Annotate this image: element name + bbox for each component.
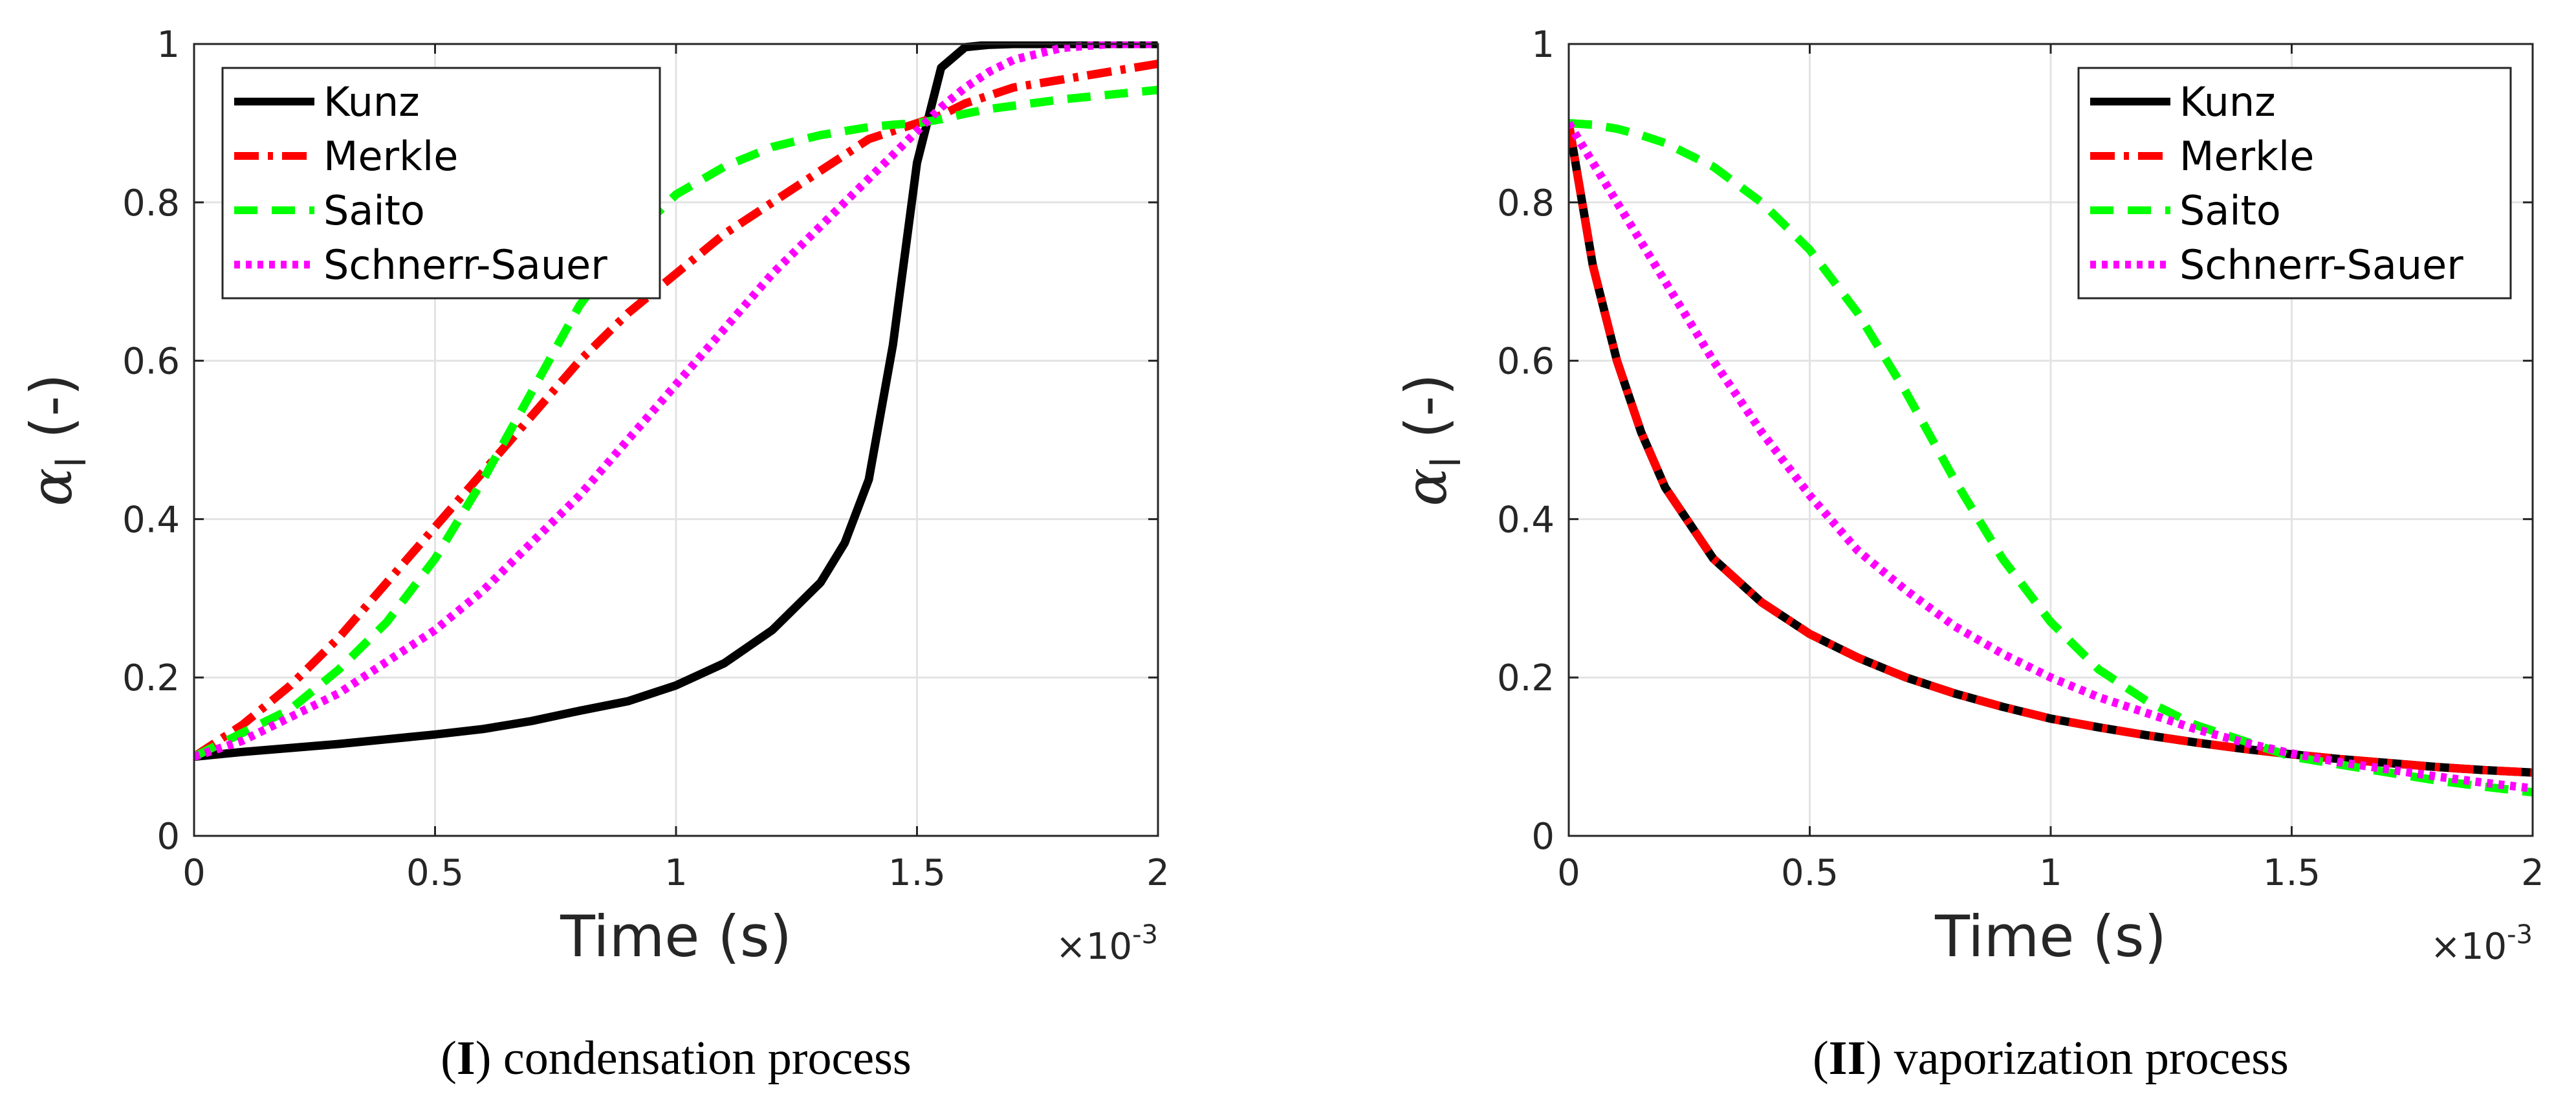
y-tick-label: 0.2 [1497,657,1555,699]
legend: Kunz Merkle Saito Schnerr-Sauer [2077,67,2512,300]
x-tick-label: 0.5 [1781,852,1839,894]
series-line-merkle [1569,122,2533,777]
series-line-saito [194,85,1158,761]
x-axis-multiplier: ×10-3 [2430,920,2533,968]
y-tick-label: 0 [1531,816,1555,858]
y-tick-label: 0.4 [1497,499,1555,541]
x-tick-label: 0 [182,852,206,894]
legend: Kunz Merkle Saito Schnerr-Sauer [221,67,661,300]
x-tick-label: 0 [1557,852,1580,894]
x-axis-title: Time (s) [1934,903,2167,970]
chart-panel-condensation: 0 0.5 1 1.5 2 0 0.2 0.4 0.6 0.8 1 ×10-3 Time (s) αl (… [18,24,1170,1085]
legend-label: Saito [323,187,425,234]
chart-panel-vaporization: 0 0.5 1 1.5 2 0 0.2 0.4 0.6 0.8 1 ×10-3 Time (s) αl (… [1393,24,2544,1085]
y-tick-label: 0.8 [1497,182,1555,224]
y-tick-label: 0.8 [122,182,180,224]
x-tick-label: 1.5 [888,852,946,894]
legend-label: Kunz [2179,78,2276,126]
y-tick-label: 0 [157,816,180,858]
y-axis-title: αl (-) [18,373,95,506]
x-axis-multiplier: ×10-3 [1056,920,1158,968]
y-tick-label: 0.6 [1497,341,1555,383]
y-tick-label: 0.4 [122,499,180,541]
panel-caption: (I) condensation process [441,1032,911,1085]
x-tick-label: 1.5 [2263,852,2320,894]
y-tick-label: 0.6 [122,341,180,383]
x-axis-title: Time (s) [560,903,792,970]
series-line-merkle [194,60,1158,761]
series-line-schnerr-sauer [194,41,1158,761]
legend-label: Merkle [323,133,458,180]
legend-label: Schnerr-Sauer [2179,241,2463,289]
legend-label: Saito [2179,187,2281,234]
y-axis-title: αl (-) [1393,373,1470,506]
legend-box [221,67,661,300]
y-tick-label: 1 [1531,24,1555,66]
x-tick-label: 1 [664,852,688,894]
y-tick-label: 0.2 [122,657,180,699]
legend-label: Merkle [2179,133,2314,180]
x-tick-label: 1 [2039,852,2062,894]
legend-label: Kunz [323,78,420,126]
x-tick-label: 2 [1146,852,1170,894]
series-line-saito [1569,118,2533,797]
panel-caption: (II) vaporization process [1813,1032,2289,1085]
legend-label: Schnerr-Sauer [323,241,607,289]
x-tick-label: 2 [2521,852,2544,894]
x-tick-label: 0.5 [406,852,464,894]
legend-box [2077,67,2512,300]
y-tick-label: 1 [157,24,180,66]
